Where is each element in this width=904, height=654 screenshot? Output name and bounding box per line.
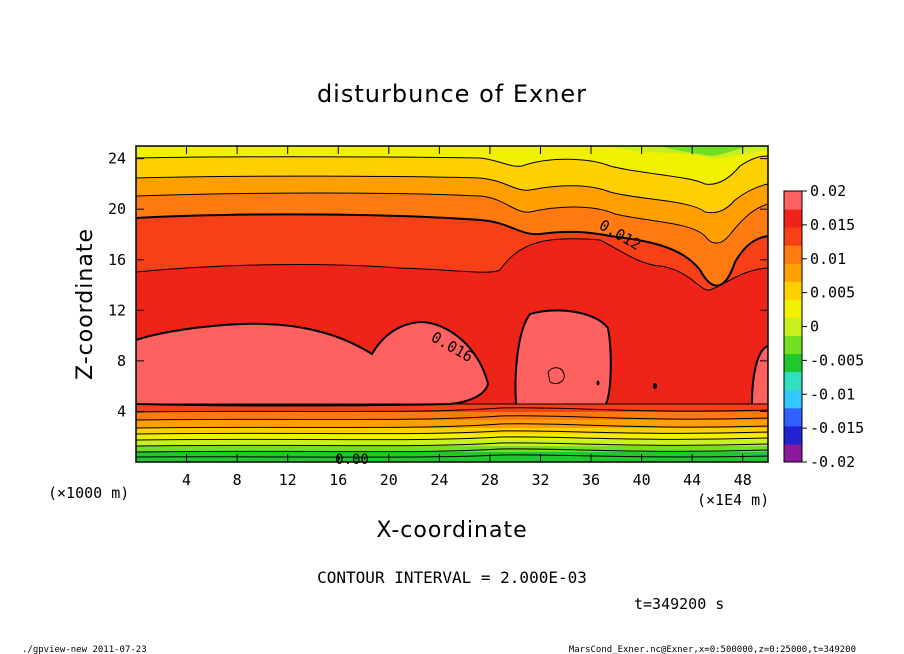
footer-right: MarsCond_Exner.nc@Exner,x=0:500000,z=0:2… bbox=[569, 645, 856, 654]
colorbar-swatch bbox=[784, 281, 802, 300]
x-tick-label: 48 bbox=[734, 471, 752, 489]
contour-low-8 bbox=[136, 448, 768, 453]
core-middle bbox=[515, 310, 611, 404]
x-tick-label: 4 bbox=[182, 471, 191, 489]
layer-6 bbox=[136, 440, 768, 446]
x-tick-label: 28 bbox=[481, 471, 499, 489]
contour-low-6 bbox=[136, 436, 768, 441]
layer-7 bbox=[136, 446, 768, 452]
colorbar-swatch bbox=[784, 317, 802, 337]
y-tick-label: 24 bbox=[108, 150, 126, 168]
contour-016-middle bbox=[514, 309, 612, 405]
layer-3 bbox=[136, 420, 768, 428]
colorbar-tick-label: 0.01 bbox=[810, 250, 846, 268]
colorbar-swatch bbox=[784, 353, 802, 373]
colorbar-tick-label: -0.02 bbox=[810, 453, 855, 471]
contour-016-right bbox=[751, 345, 768, 405]
colorbar-tick-label: -0.01 bbox=[810, 385, 855, 403]
x-tick-label: 8 bbox=[233, 471, 242, 489]
y-tick-label: 4 bbox=[117, 402, 126, 420]
band-green-top bbox=[660, 146, 750, 156]
contour-label-000: 0.00 bbox=[335, 452, 369, 468]
colorbar-swatch bbox=[784, 425, 802, 445]
x-tick-label: 16 bbox=[329, 471, 347, 489]
contour-012 bbox=[136, 213, 768, 287]
x-tick-label: 44 bbox=[683, 471, 701, 489]
x-axis-ticks: 4 8 12 16 20 24 28 32 36 40 44 48 bbox=[182, 146, 752, 489]
colorbar-swatch bbox=[784, 389, 802, 409]
core-left bbox=[136, 322, 488, 406]
contour-low-2 bbox=[136, 407, 768, 413]
chart-title: disturbunce of Exner bbox=[317, 80, 587, 108]
layer-4 bbox=[136, 428, 768, 434]
colorbar-swatch bbox=[784, 191, 802, 210]
plot-area bbox=[136, 146, 768, 462]
colorbar-swatch bbox=[784, 245, 802, 264]
x-tick-label: 12 bbox=[279, 471, 297, 489]
time-label: t=349200 s bbox=[634, 595, 724, 613]
layer-1 bbox=[136, 404, 768, 412]
colorbar-tick-label: -0.005 bbox=[810, 351, 864, 369]
contour-inner-loop bbox=[547, 367, 565, 385]
x-unit-left: (×1000 m) bbox=[48, 484, 129, 502]
contour-spot bbox=[653, 383, 657, 389]
contour-low-5 bbox=[136, 430, 768, 435]
contour-low-9 bbox=[136, 454, 768, 458]
colorbar-swatch bbox=[784, 209, 802, 228]
colorbar-tick-label: 0 bbox=[810, 318, 819, 336]
band-yellow bbox=[136, 146, 768, 185]
y-axis-label: Z-coordinate bbox=[73, 228, 98, 380]
contour-low-4 bbox=[136, 423, 768, 429]
colorbar-swatch bbox=[784, 407, 802, 427]
colorbar-swatch bbox=[784, 443, 802, 463]
layer-2 bbox=[136, 412, 768, 420]
colorbar-swatch bbox=[784, 227, 802, 246]
colorbar-swatch bbox=[784, 299, 802, 318]
colorbar-tick-label: 0.02 bbox=[810, 182, 846, 200]
y-tick-label: 8 bbox=[117, 352, 126, 370]
colorbar-tick-label: 0.005 bbox=[810, 284, 855, 302]
layer-8 bbox=[136, 452, 768, 462]
y-tick-label: 12 bbox=[108, 301, 126, 319]
colorbar-swatch bbox=[784, 263, 802, 282]
colorbar-tick-label: -0.015 bbox=[810, 419, 864, 437]
footer-left: ./gpview-new 2011-07-23 bbox=[22, 645, 147, 654]
y-tick-label: 16 bbox=[108, 251, 126, 269]
y-axis-ticks: 4 8 12 16 20 24 bbox=[108, 150, 768, 420]
y-tick-label: 20 bbox=[108, 200, 126, 218]
contour-016 bbox=[136, 320, 490, 407]
colorbar-swatch bbox=[784, 335, 802, 355]
colorbar-tick-label: 0.015 bbox=[810, 216, 855, 234]
contour-3 bbox=[136, 192, 768, 244]
x-tick-label: 36 bbox=[582, 471, 600, 489]
x-tick-label: 32 bbox=[531, 471, 549, 489]
contour-interval: CONTOUR INTERVAL = 2.000E-03 bbox=[317, 568, 587, 587]
colorbar-ticks: 0.02 0.015 0.01 0.005 0 -0.005 -0.01 -0.015 -0.0… bbox=[802, 182, 864, 471]
colorbar-swatch bbox=[784, 371, 802, 391]
contour-014 bbox=[136, 238, 768, 291]
x-unit-right: (×1E4 m) bbox=[697, 491, 769, 509]
contour-low-7 bbox=[136, 442, 768, 447]
contour-2 bbox=[136, 175, 768, 214]
x-tick-label: 20 bbox=[380, 471, 398, 489]
plot-frame bbox=[135, 145, 769, 463]
x-axis-label: X-coordinate bbox=[376, 518, 527, 543]
contour-spot-2 bbox=[596, 380, 600, 386]
x-tick-label: 24 bbox=[430, 471, 448, 489]
contour-top bbox=[136, 155, 768, 185]
layer-5 bbox=[136, 434, 768, 440]
colorbar bbox=[784, 191, 802, 463]
x-tick-label: 40 bbox=[633, 471, 651, 489]
contour-low-3 bbox=[136, 415, 768, 421]
